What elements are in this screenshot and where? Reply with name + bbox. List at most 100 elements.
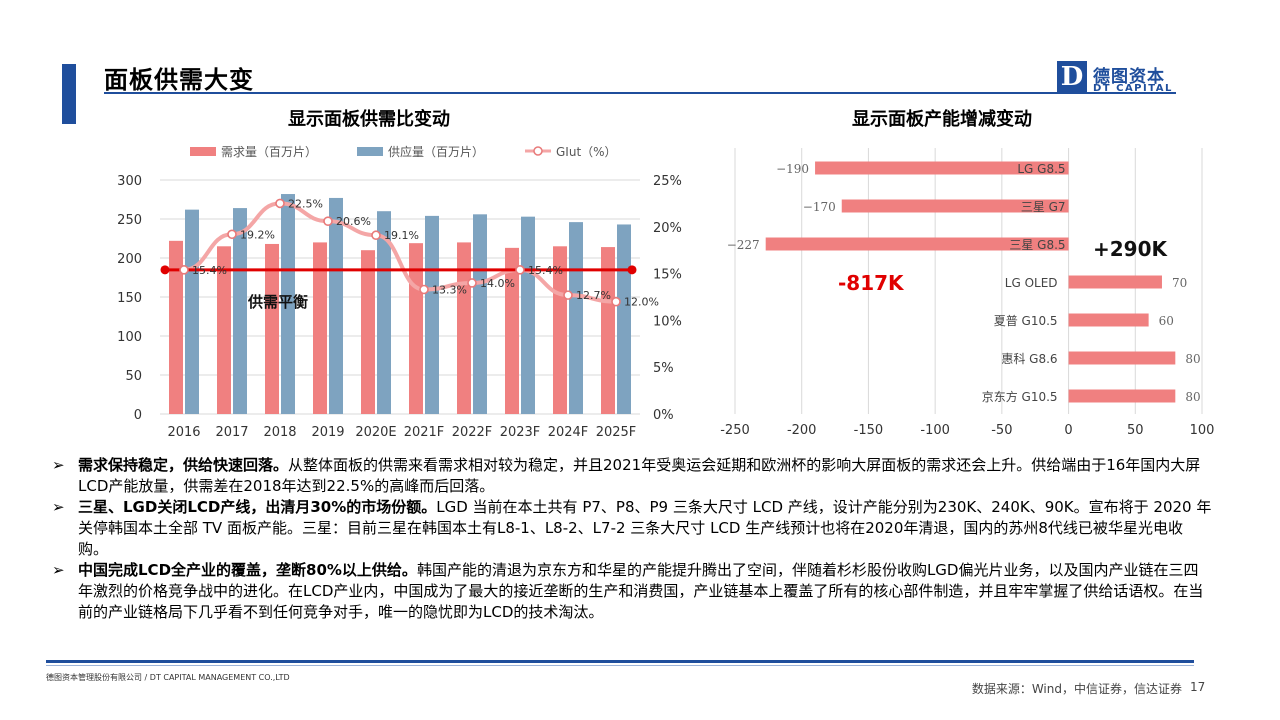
glut-data-label: 19.1% [384,229,419,242]
supply-bar [185,209,199,414]
demand-bar [553,246,567,414]
glut-data-label: 15.4% [528,264,563,277]
supply-bar [377,211,391,414]
category-label: LG G8.5 [1017,162,1065,176]
demand-bar [601,247,615,414]
capacity-bar [765,237,1069,251]
footer-rule-thin [46,665,1194,666]
supply-bar [233,208,247,414]
bullet-arrow-icon: ➢ [52,456,65,474]
left-chart-title: 显示面板供需比变动 [288,109,450,130]
x-tick-label: -100 [920,423,950,438]
x-tick-label: 2018 [263,425,296,440]
supply-bar [425,215,439,414]
x-tick-label: 100 [1190,423,1215,438]
bullet-item: ➢ 中国完成LCD全产业的覆盖，垄断80%以上供给。韩国产能的清退为京东方和华星… [52,560,1212,623]
category-label: 三星 G7 [1021,200,1066,214]
bullet-arrow-icon: ➢ [52,561,65,579]
legend-label: GIut（%） [556,145,617,159]
x-tick-label: 2022F [452,425,493,440]
y2-tick-label: 20% [653,221,682,236]
x-tick-label: 2023F [500,425,541,440]
balance-line-marker [627,265,637,275]
y2-tick-label: 5% [653,361,674,376]
y-tick-label: 200 [117,252,142,267]
bullet-text: 从整体面板的供需来看需求相对较为稳定，并且2021年受奥运会延期和欧洲杯的影响大… [78,456,1201,495]
glut-point [179,265,189,275]
logo-mark-icon: D [1057,61,1087,93]
glut-point [371,230,381,241]
glut-point [419,284,429,295]
bullet-item: ➢ 三星、LGD关闭LCD产线，出清月30%的市场份额。LGD 当前在本土共有 … [52,497,1212,560]
legend-swatch-marker [533,146,543,156]
supply-bar [617,224,631,414]
glut-data-label: 13.3% [432,284,467,297]
legend-swatch [190,147,216,156]
legend-swatch [357,147,383,156]
supply-bar [569,222,583,414]
charts-canvas: 0 50 100 150 200 250 300 0% 5% 10% 15% 20% 25% 2016 20… [117,144,1215,440]
x-tick-label: -250 [720,423,750,438]
category-label: 三星 G8.5 [1009,238,1065,252]
value-label: −227 [727,238,760,252]
value-label: 60 [1159,314,1174,328]
bullet-list: ➢ 需求保持稳定，供给快速回落。从整体面板的供需来看需求相对较为稳定，并且202… [52,455,1212,623]
demand-bar [457,242,471,414]
capacity-bar [1068,389,1176,403]
capacity-bar [1068,275,1162,289]
value-label: −170 [803,200,836,214]
glut-data-label: 12.0% [624,296,659,309]
x-tick-label: 50 [1127,423,1144,438]
title-rule [104,92,1176,94]
footer-rule [46,660,1194,663]
glut-point [515,265,525,275]
page-title: 面板供需大变 [104,66,254,94]
y-tick-label: 100 [117,330,142,345]
y-tick-label: 150 [117,291,142,306]
capacity-bar [841,199,1069,213]
logo-text-cn: 德图资本 [1093,67,1165,87]
value-label: 70 [1172,276,1187,290]
x-tick-label: 2017 [215,425,248,440]
y-tick-label: 50 [125,369,142,384]
supply-bar [473,214,487,414]
increase-total-label: +290K [1093,237,1169,261]
x-tick-label: 2021F [404,425,445,440]
x-tick-label: -200 [787,423,817,438]
demand-bar [313,242,327,414]
bullet-item: ➢ 需求保持稳定，供给快速回落。从整体面板的供需来看需求相对较为稳定，并且202… [52,455,1212,497]
x-tick-label: -50 [991,423,1012,438]
category-label: 夏普 G10.5 [994,314,1058,328]
x-tick-label: 2020E [355,425,396,440]
x-tick-label: 2025F [596,425,637,440]
x-tick-label: 0 [1064,423,1072,438]
bullet-heading: 中国完成LCD全产业的覆盖，垄断80%以上供给。 [78,561,417,579]
logo-text-en: DT CAPITAL [1093,83,1173,94]
y-tick-label: 250 [117,213,142,228]
bullet-text: 韩国产能的清退为京东方和华星的产能提升腾出了空间，伴随着杉杉股份收购LGD偏光片… [78,561,1204,621]
category-label: 京东方 G10.5 [982,389,1058,404]
x-tick-label: 2016 [167,425,200,440]
value-label: 80 [1185,390,1200,404]
y-tick-label: 300 [117,174,142,189]
bullet-arrow-icon: ➢ [52,498,65,516]
balance-line-marker [160,265,170,275]
value-label: 80 [1185,352,1200,366]
y2-tick-label: 10% [653,314,682,329]
glut-point [275,198,285,209]
right-chart-title: 显示面板产能增减变动 [852,109,1032,130]
glut-point [563,290,573,300]
glut-point [227,229,237,240]
x-tick-label: -150 [854,423,884,438]
page-number: 17 [1190,680,1206,694]
demand-bar [505,247,519,414]
bullet-text: LGD 当前在本土共有 P7、P8、P9 三条大尺寸 LCD 产线，设计产能分别… [78,498,1212,558]
value-label: −190 [776,162,809,176]
glut-line [183,201,617,304]
footer-source: 数据来源：Wind，中信证券，信达证券 [971,682,1182,696]
demand-bar [265,243,279,414]
demand-bar [169,240,183,414]
y2-tick-label: 0% [653,408,674,423]
glut-point [323,216,333,226]
capacity-bar [1068,313,1149,327]
